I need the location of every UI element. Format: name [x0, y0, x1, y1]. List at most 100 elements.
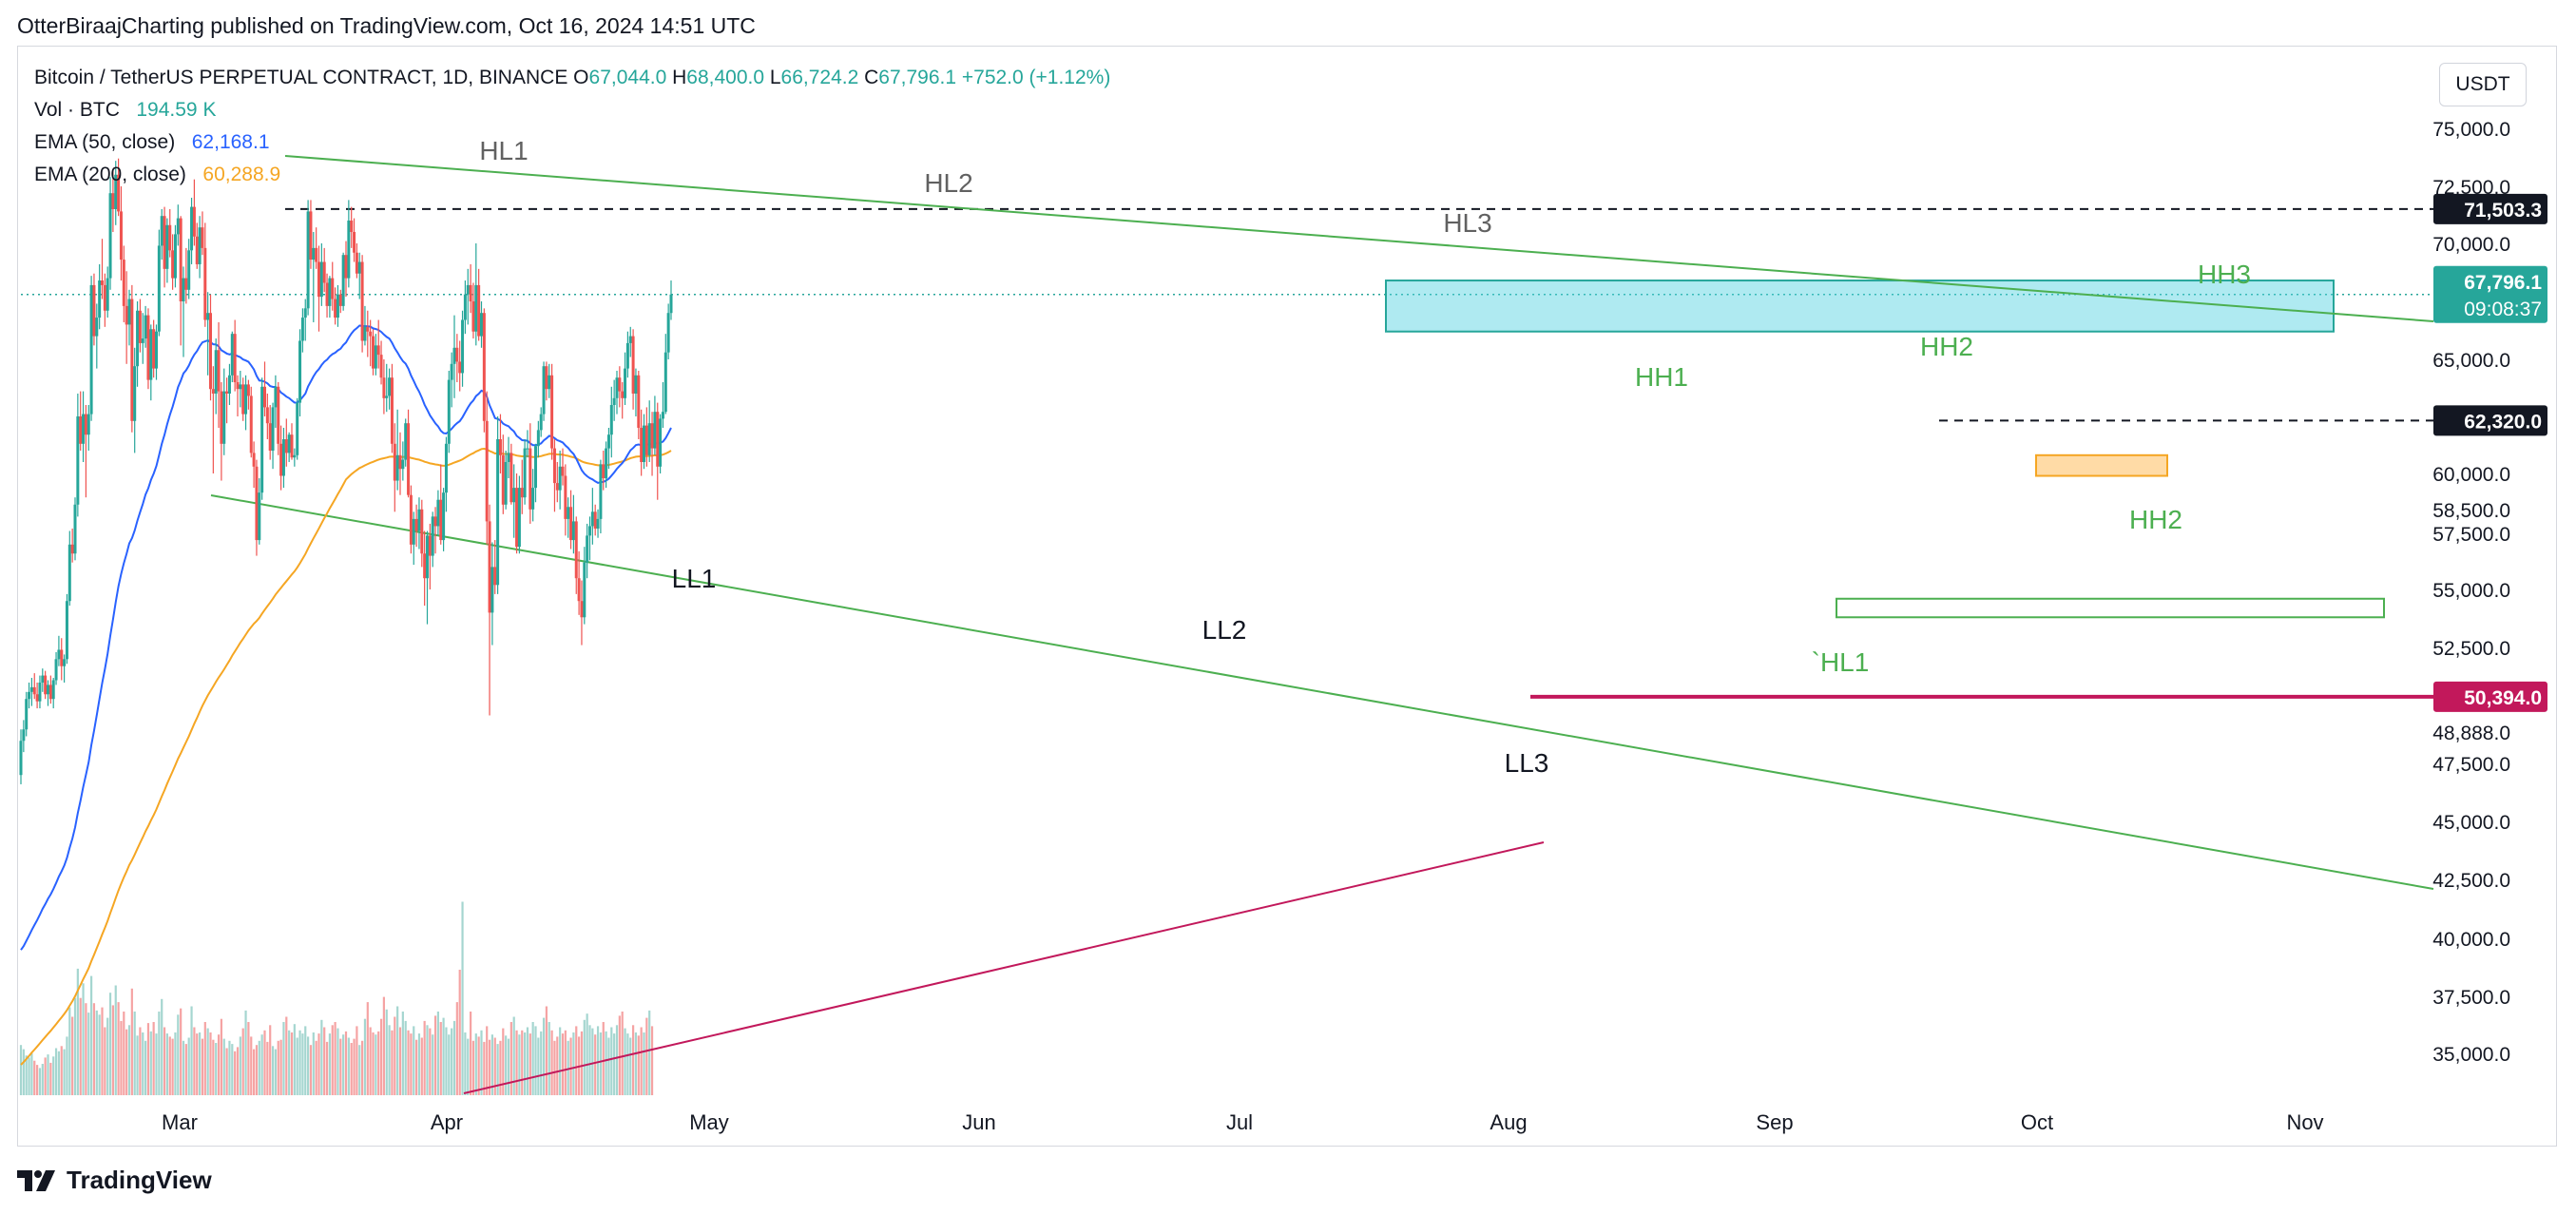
candle-body — [496, 439, 500, 586]
candle-body — [54, 659, 58, 681]
volume-bar — [315, 1040, 317, 1095]
volume-bar — [429, 1028, 432, 1095]
price-tag-black[interactable]: 62,320.0 — [2433, 405, 2547, 436]
candle-body — [22, 729, 26, 742]
volume-bar — [117, 1002, 120, 1095]
price-tag-red[interactable]: 50,394.0 — [2433, 681, 2547, 712]
candle-body — [217, 350, 221, 392]
candle-body — [656, 412, 660, 467]
candle-body — [586, 535, 589, 563]
currency-button[interactable]: USDT — [2439, 63, 2527, 106]
candle-body — [504, 462, 508, 505]
volume-bar — [225, 1048, 228, 1095]
candle-body — [376, 345, 380, 356]
volume-bar — [526, 1027, 529, 1095]
legend-ema200-row[interactable]: EMA (200, close) 60,288.9 — [34, 164, 280, 186]
volume-bar — [241, 1028, 244, 1095]
volume-bar — [391, 1030, 394, 1095]
volume-bar — [436, 1012, 439, 1095]
candle-body — [258, 492, 261, 541]
price-tag-black[interactable]: 71,503.3 — [2433, 193, 2547, 224]
volume-bar — [388, 1025, 391, 1095]
candle-body — [458, 361, 462, 374]
candle-body — [29, 686, 33, 692]
candle-body — [420, 509, 424, 554]
candle-body — [501, 454, 505, 505]
volume-bar — [480, 1030, 483, 1095]
x-axis-tick-label: Nov — [2286, 1110, 2323, 1134]
y-axis-tick-label: 37,500.0 — [2432, 987, 2510, 1009]
candle-body — [306, 211, 310, 309]
volume-bar — [220, 1018, 222, 1095]
volume-bar — [553, 1040, 556, 1095]
candle-body — [523, 448, 527, 498]
volume-bar — [610, 1027, 613, 1095]
volume-bar — [455, 1002, 458, 1095]
candle-body — [168, 224, 172, 251]
candle-body — [571, 521, 575, 541]
x-axis-tick-label: Oct — [2021, 1110, 2053, 1134]
volume-bar — [155, 1033, 158, 1095]
candle-body — [122, 260, 125, 306]
candle-body — [609, 405, 613, 435]
volume-bar — [174, 1032, 177, 1095]
candle-body — [176, 218, 180, 235]
volume-bar — [136, 1035, 139, 1095]
volume-value: 194.59 K — [136, 99, 217, 121]
volume-bar — [19, 1045, 23, 1095]
candle-body — [146, 315, 150, 380]
volume-bar — [68, 1007, 71, 1095]
candle-body — [439, 499, 443, 541]
candle-body — [76, 416, 80, 505]
candle-body — [47, 685, 49, 695]
candle-body — [328, 278, 332, 306]
volume-bar — [375, 1034, 377, 1095]
candle-body — [606, 434, 610, 449]
volume-bar — [548, 1022, 550, 1095]
legend-ema50-row[interactable]: EMA (50, close) 62,168.1 — [34, 131, 270, 154]
candle-body — [277, 386, 280, 444]
symbol-title[interactable]: Bitcoin / TetherUS PERPETUAL CONTRACT, 1… — [34, 67, 568, 88]
candle-body — [423, 553, 427, 579]
volume-bar — [304, 1026, 307, 1095]
candle-body — [625, 342, 629, 369]
price-tag-green[interactable]: 67,796.1 09:08:37 — [2433, 265, 2547, 323]
candle-body — [203, 247, 207, 320]
candle-body — [545, 366, 548, 390]
volume-bar — [588, 1025, 591, 1095]
volume-bar — [228, 1040, 231, 1095]
candle-body — [230, 334, 234, 376]
upper-trendline — [284, 155, 2434, 322]
volume-bar — [120, 1020, 123, 1095]
candle-body — [350, 221, 354, 232]
candle-body — [605, 448, 608, 479]
volume-bar — [596, 1026, 600, 1095]
volume-bar — [47, 1054, 49, 1095]
candle-body — [239, 384, 242, 390]
volume-bar — [106, 1017, 109, 1095]
volume-bar — [325, 1041, 329, 1095]
footer-brand[interactable]: TradingView — [17, 1166, 212, 1195]
y-axis-tick-label: 42,500.0 — [2432, 870, 2510, 892]
candle-body — [347, 221, 351, 279]
candle-body — [407, 423, 411, 495]
volume-bar — [263, 1030, 266, 1095]
volume-bar — [231, 1044, 234, 1095]
candle-body — [388, 377, 392, 396]
volume-bar — [36, 1065, 39, 1095]
candle-body — [379, 355, 383, 378]
volume-bar — [420, 1037, 423, 1095]
price-tag-text: 67,796.1 — [2464, 272, 2542, 294]
legend-volume-row[interactable]: Vol · BTC 194.59 K — [34, 99, 216, 122]
volume-bar — [193, 1027, 196, 1095]
candle-body — [103, 284, 106, 311]
volume-bar — [161, 998, 163, 1095]
volume-bar — [396, 1006, 399, 1095]
candle-body — [336, 294, 339, 318]
candle-body — [385, 395, 389, 398]
volume-bar — [550, 1030, 553, 1095]
ema50-line — [20, 324, 672, 951]
volume-bar — [483, 1041, 486, 1095]
volume-bar — [82, 983, 85, 1095]
